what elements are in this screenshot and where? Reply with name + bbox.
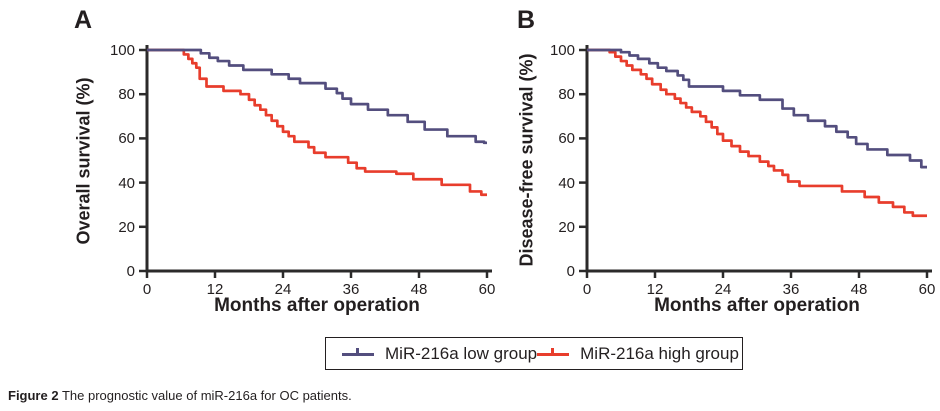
legend-marker-censor-tick: [356, 348, 359, 356]
legend-line-marker-icon: [342, 348, 374, 359]
x-tick-label: 48: [850, 281, 868, 298]
panel-a-letter: A: [74, 6, 93, 34]
panel-b-x-axis-label: Months after operation: [654, 295, 860, 316]
panel-a-x-axis-label: Months after operation: [214, 295, 420, 316]
km-curve-low-panel-a: [147, 48, 487, 145]
legend-label: MiR-216a high group: [580, 343, 739, 363]
y-tick-label: 100: [109, 42, 135, 59]
y-tick-label: 80: [118, 86, 135, 104]
legend-line-marker-icon: [537, 348, 570, 359]
panel-b-letter: B: [517, 6, 536, 34]
y-tick-label: 20: [558, 218, 575, 236]
x-tick-label: 36: [342, 281, 360, 298]
km-curve-high-panel-a: [147, 48, 487, 197]
x-tick-label: 60: [918, 281, 936, 298]
x-tick-label: 36: [782, 281, 800, 298]
figure-caption-number: Figure 2: [8, 388, 59, 403]
km-curve-low-panel-b: [587, 48, 927, 169]
figure-caption-text: The prognostic value of miR-216a for OC …: [58, 388, 352, 403]
x-tick-label: 0: [582, 281, 592, 298]
legend-entry-high-group: MiR-216a high group: [537, 344, 739, 364]
y-tick-label: 40: [118, 174, 135, 192]
y-tick-label: 60: [558, 130, 575, 148]
figure-caption: Figure 2 The prognostic value of miR-216…: [8, 388, 352, 403]
y-tick-label: 20: [118, 218, 135, 236]
y-tick-label: 0: [126, 263, 135, 280]
legend-label: MiR-216a low group: [385, 343, 538, 363]
x-tick-label: 0: [142, 281, 152, 298]
x-tick-label: 12: [646, 281, 664, 298]
x-tick-label: 48: [410, 281, 428, 298]
km-curve-high-panel-b: [587, 48, 927, 218]
legend-entry-low-group: MiR-216a low group: [342, 344, 537, 364]
legend-marker-censor-tick: [551, 348, 555, 356]
y-tick-label: 80: [558, 86, 575, 104]
y-tick-label: 60: [118, 130, 135, 148]
y-tick-label: 100: [549, 42, 575, 59]
x-tick-label: 60: [478, 281, 496, 298]
y-tick-label: 0: [566, 263, 575, 280]
x-tick-label: 12: [206, 281, 224, 298]
legend-box: MiR-216a low group MiR-216a high group: [325, 337, 743, 370]
y-tick-label: 40: [558, 174, 575, 192]
x-tick-label: 24: [714, 281, 732, 298]
x-tick-label: 24: [274, 281, 292, 298]
